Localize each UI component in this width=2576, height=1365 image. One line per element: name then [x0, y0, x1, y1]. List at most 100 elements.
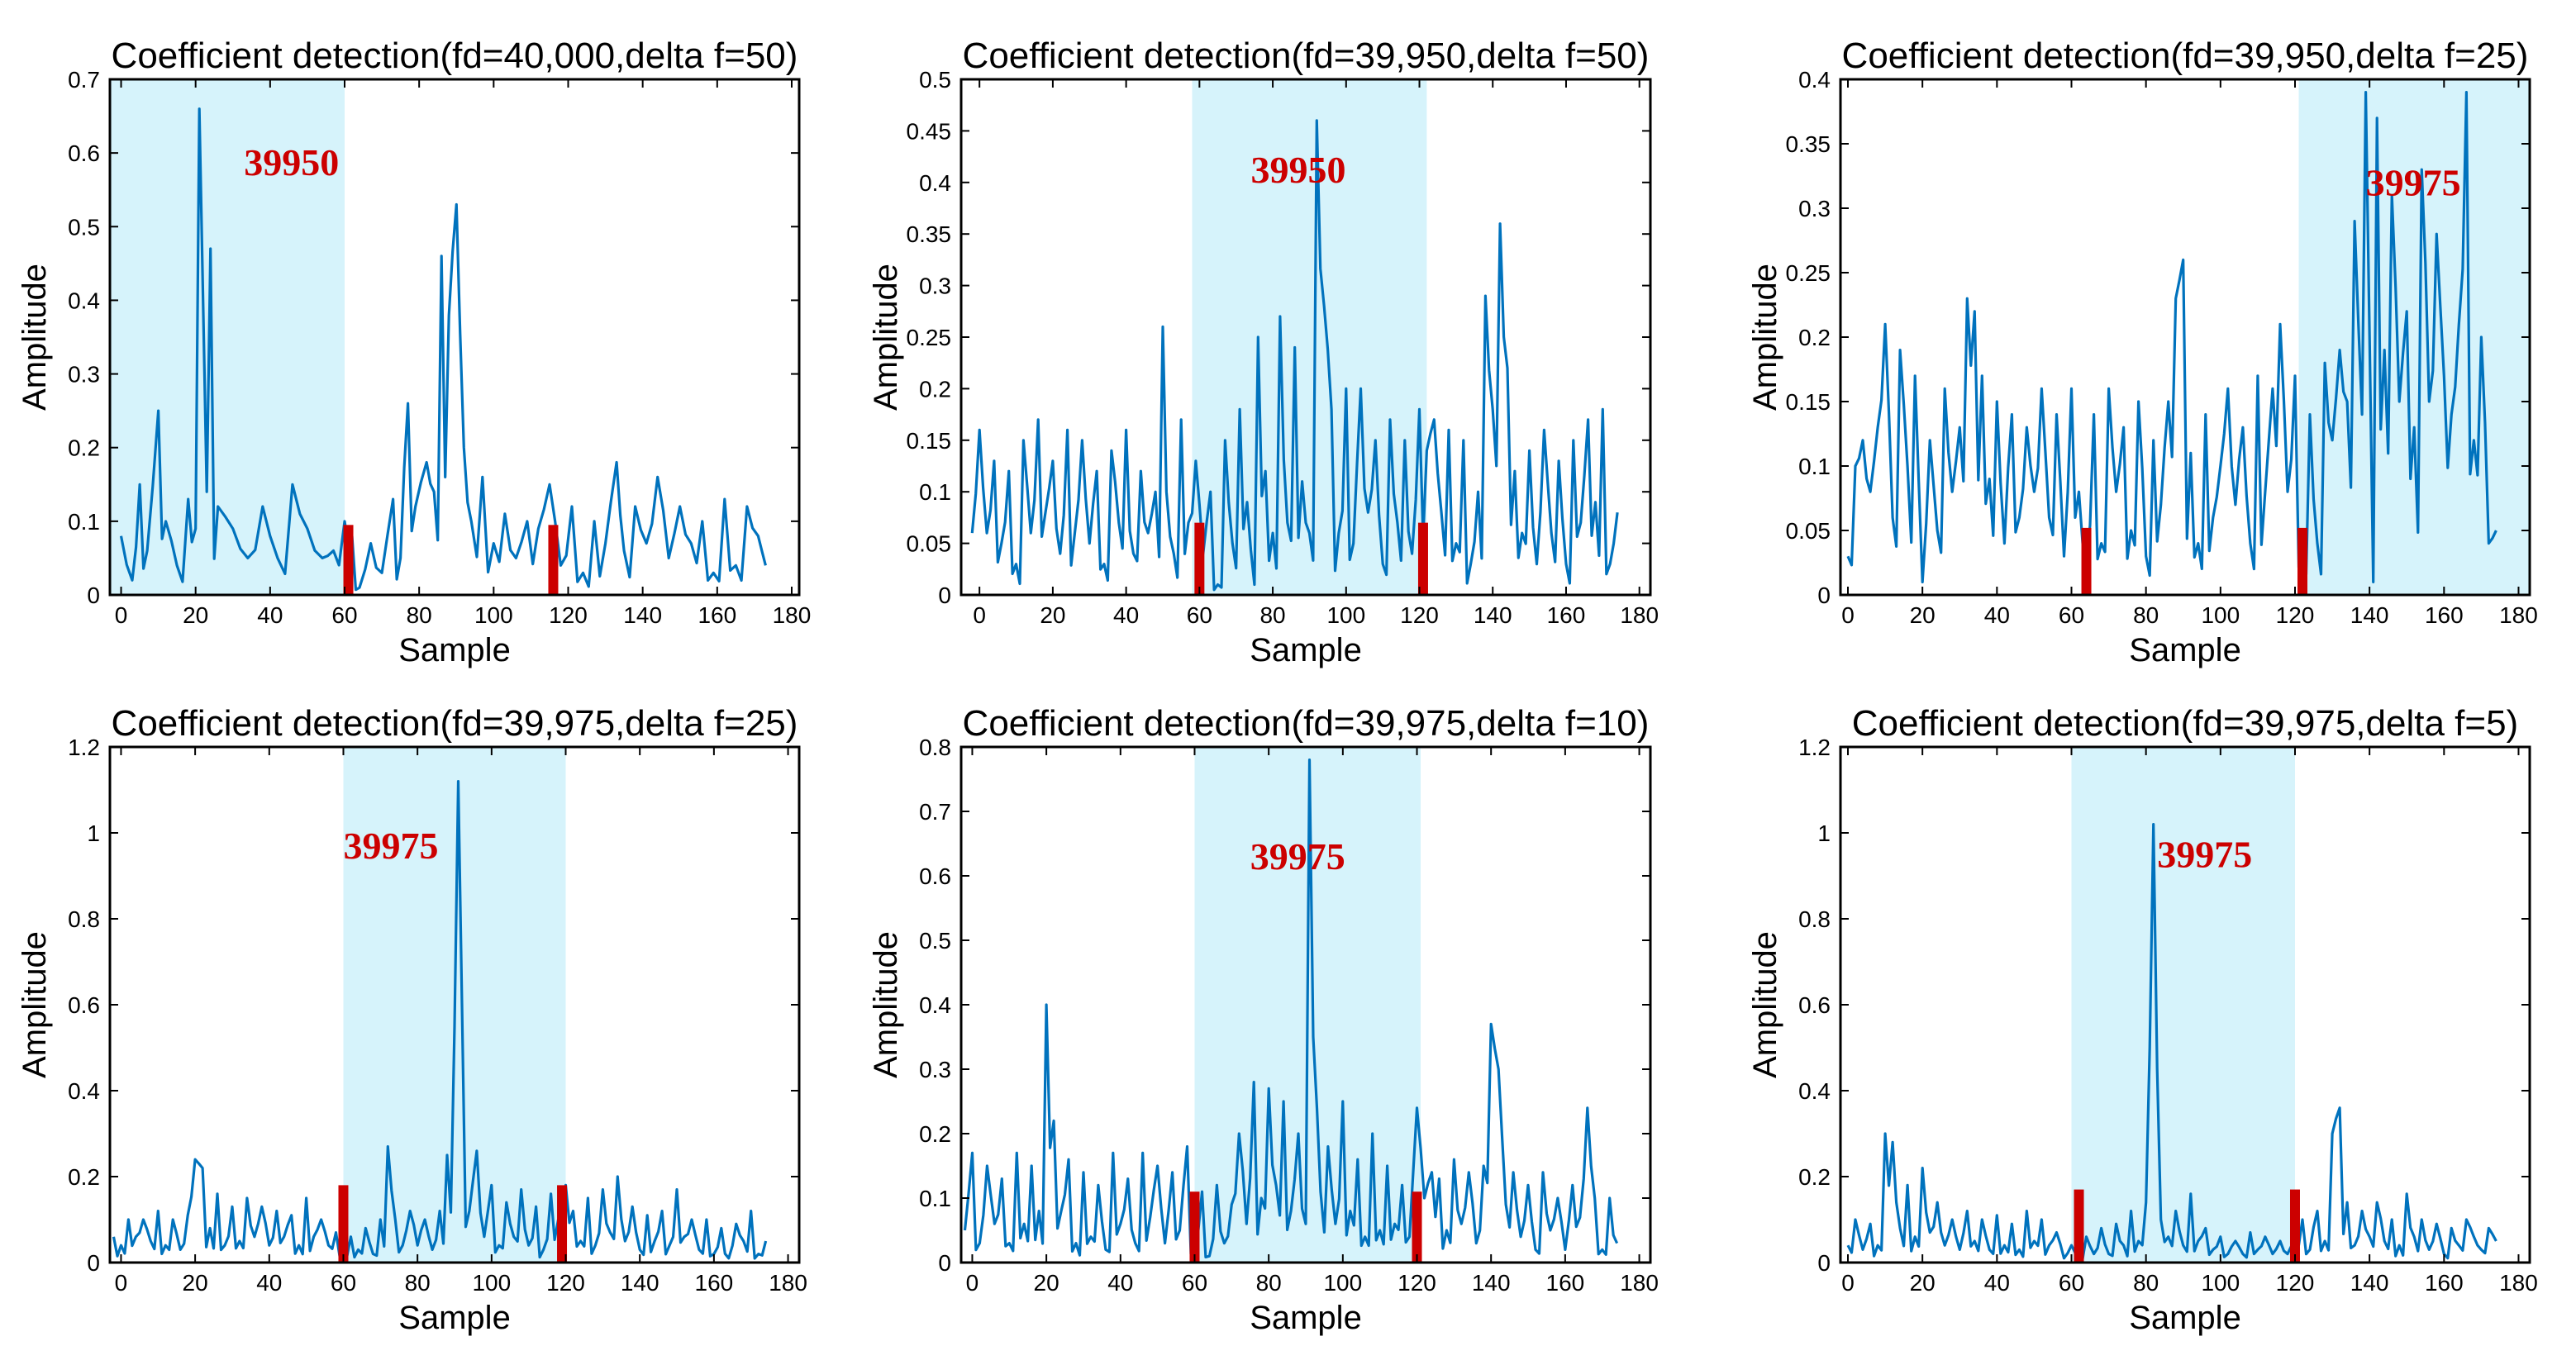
y-axis-label: Amplitude	[868, 931, 904, 1078]
y-tick-label: 0.1	[919, 1186, 951, 1211]
x-tick-label: 140	[621, 1270, 659, 1296]
x-tick-label: 100	[2201, 602, 2240, 628]
y-tick-label: 0.7	[68, 67, 100, 93]
x-tick-label: 100	[472, 1270, 511, 1296]
x-axis-label: Sample	[2129, 632, 2241, 668]
amplitude-series-line	[119, 107, 767, 592]
boundary-marker-1	[2074, 1189, 2084, 1263]
boundary-marker-2	[557, 1185, 568, 1263]
y-tick-label: 0	[87, 1250, 100, 1276]
y-tick-label: 0.25	[907, 325, 952, 350]
highlight-band	[110, 79, 345, 595]
peak-frequency-annotation: 39950	[244, 141, 339, 183]
x-tick-label: 80	[407, 602, 432, 628]
y-tick-label: 0.3	[68, 362, 100, 388]
x-tick-label: 140	[2350, 1270, 2389, 1296]
x-tick-label: 20	[1910, 1270, 1936, 1296]
y-tick-label: 0.05	[907, 531, 952, 557]
y-tick-label: 0.35	[907, 221, 952, 247]
y-tick-label: 0.1	[919, 479, 951, 505]
amplitude-series-line	[1846, 823, 2497, 1261]
x-tick-label: 140	[1474, 602, 1512, 628]
x-tick-label: 60	[331, 602, 357, 628]
x-tick-label: 20	[1034, 1270, 1059, 1296]
x-tick-label: 180	[2499, 602, 2538, 628]
amplitude-series-line	[963, 759, 1619, 1258]
y-tick-label: 0.15	[907, 428, 952, 454]
x-tick-label: 60	[1187, 602, 1212, 628]
boundary-marker-1	[2081, 527, 2092, 595]
y-tick-label: 0.45	[907, 118, 952, 144]
x-tick-label: 60	[2059, 602, 2084, 628]
x-tick-label: 0	[1841, 1270, 1855, 1296]
boundary-marker-2	[2289, 1189, 2300, 1263]
amplitude-series-line	[112, 780, 768, 1260]
x-tick-label: 20	[1910, 602, 1936, 628]
y-tick-label: 0.4	[1798, 67, 1831, 93]
x-tick-label: 40	[257, 602, 283, 628]
chart-panel-2: 0 20 40 60 80 100 120 140 160 180 0 0.05 0.1 0.15 0.2 0…	[868, 36, 1659, 668]
y-tick-label: 0.5	[68, 214, 100, 240]
y-tick-label: 0.3	[919, 1057, 951, 1082]
y-tick-label: 0	[938, 583, 951, 608]
boundary-marker-2	[1417, 522, 1428, 595]
chart-title: Coefficient detection(fd=39,950,delta f=…	[1842, 36, 2529, 76]
amplitude-series-line	[970, 119, 1619, 592]
x-tick-label: 160	[1547, 602, 1586, 628]
x-tick-label: 40	[1107, 1270, 1133, 1296]
peak-frequency-annotation: 39975	[343, 825, 438, 867]
x-tick-label: 120	[549, 602, 588, 628]
peak-frequency-annotation: 39950	[1250, 149, 1345, 191]
chart-panel-4: 0 20 40 60 80 100 120 140 160 180 0 0.2 0.4 0.6 0.8 1 1.…	[17, 703, 807, 1336]
y-axis-label: Amplitude	[1747, 931, 1783, 1078]
y-tick-label: 1.2	[68, 735, 100, 760]
chart-title: Coefficient detection(fd=39,975,delta f=…	[112, 703, 798, 744]
peak-frequency-annotation: 39975	[2366, 161, 2461, 203]
y-tick-label: 0	[1817, 583, 1831, 608]
x-tick-label: 120	[1400, 602, 1439, 628]
y-tick-label: 0.5	[919, 67, 951, 93]
y-tick-label: 0.4	[68, 1078, 100, 1104]
x-tick-label: 40	[1984, 1270, 2010, 1296]
y-tick-label: 0.6	[919, 863, 951, 889]
x-tick-label: 160	[2425, 602, 2464, 628]
y-tick-label: 0.8	[919, 735, 951, 760]
highlight-band	[2298, 79, 2530, 595]
x-tick-label: 0	[973, 602, 986, 628]
y-tick-label: 0.15	[1786, 389, 1831, 415]
boundary-marker-1	[338, 1185, 349, 1263]
y-tick-label: 0.2	[68, 435, 100, 461]
y-tick-label: 0	[87, 583, 100, 608]
x-tick-label: 140	[1472, 1270, 1511, 1296]
x-tick-label: 120	[2276, 1270, 2315, 1296]
x-axis-label: Sample	[2129, 1300, 2241, 1336]
y-tick-label: 0.2	[919, 376, 951, 402]
x-tick-label: 180	[1620, 602, 1659, 628]
amplitude-series-line	[1846, 91, 2497, 583]
peak-frequency-annotation: 39975	[1250, 835, 1345, 878]
y-tick-label: 0.6	[68, 140, 100, 166]
x-tick-label: 100	[474, 602, 513, 628]
y-tick-label: 0.4	[1798, 1078, 1831, 1104]
x-tick-label: 40	[1984, 602, 2010, 628]
chart-title: Coefficient detection(fd=40,000,delta f=…	[112, 36, 798, 76]
x-tick-label: 100	[1326, 602, 1365, 628]
x-tick-label: 140	[623, 602, 662, 628]
y-tick-label: 0.2	[1798, 325, 1831, 350]
y-tick-label: 0.4	[919, 170, 951, 196]
x-tick-label: 40	[256, 1270, 282, 1296]
y-tick-label: 0	[938, 1250, 951, 1276]
x-tick-label: 100	[1323, 1270, 1362, 1296]
chart-panel-5: 0 20 40 60 80 100 120 140 160 180 0 0.1 0.2 0.3 0.4 0.5…	[868, 703, 1659, 1336]
y-axis-label: Amplitude	[17, 931, 53, 1078]
y-tick-label: 1	[1817, 820, 1831, 846]
chart-title: Coefficient detection(fd=39,975,delta f=…	[1852, 703, 2518, 744]
chart-title: Coefficient detection(fd=39,975,delta f=…	[963, 703, 1650, 744]
peak-frequency-annotation: 39975	[2157, 834, 2252, 876]
x-tick-label: 80	[2133, 1270, 2159, 1296]
y-tick-label: 0.4	[68, 288, 100, 313]
y-tick-label: 0.6	[1798, 992, 1831, 1018]
y-axis-label: Amplitude	[868, 264, 904, 411]
x-tick-label: 160	[695, 1270, 734, 1296]
